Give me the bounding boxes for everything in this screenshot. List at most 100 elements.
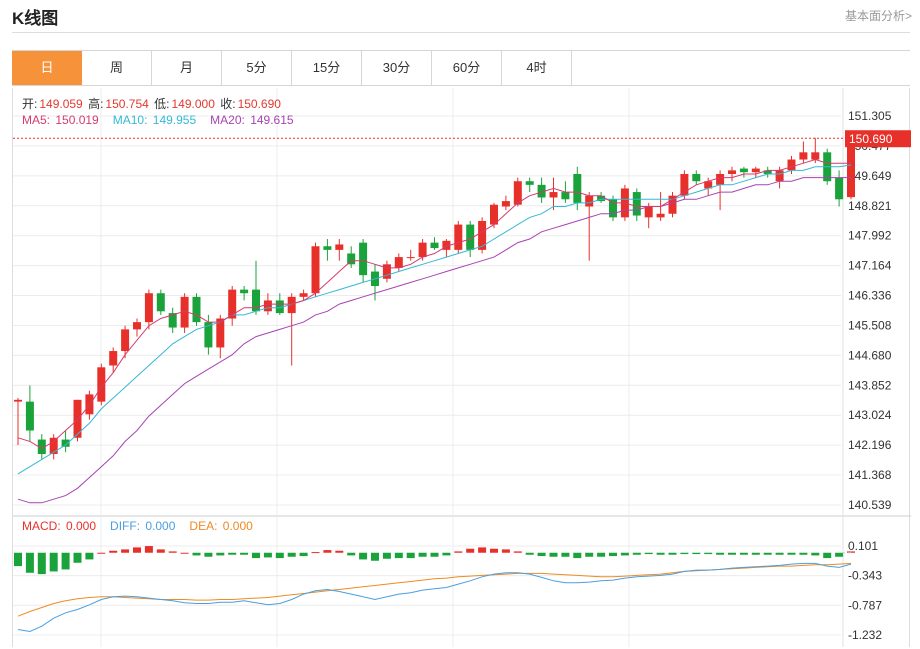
macd-bar (73, 552, 82, 563)
macd-bar (454, 551, 463, 553)
price-tick-label: 144.680 (848, 348, 892, 362)
macd-bar (121, 549, 130, 553)
candle-body (14, 399, 22, 402)
candle-body (382, 264, 391, 279)
price-tick-label: 140.539 (848, 498, 892, 512)
high-value: 150.754 (105, 97, 149, 111)
candle-body (704, 181, 713, 189)
macd-bar (382, 552, 391, 559)
candle-body (133, 322, 141, 330)
macd-bar (287, 552, 296, 557)
fundamental-analysis-link[interactable]: 基本面分析> (844, 9, 912, 23)
diff-line (17, 562, 852, 633)
tab-30min[interactable]: 30分 (362, 51, 432, 85)
dea-value: 0.000 (222, 519, 253, 533)
candle-body (192, 296, 201, 323)
price-tick-label: 148.821 (848, 199, 892, 213)
tab-15min[interactable]: 15分 (292, 51, 362, 85)
close-label: 收: (220, 97, 236, 111)
macd-bar (739, 552, 748, 555)
ma10-line (17, 164, 852, 475)
kline-chart[interactable]: 151.305150.477149.649148.821147.992147.1… (13, 88, 911, 647)
candle-body (49, 437, 58, 455)
candle-body (97, 367, 106, 402)
macd-bar (775, 552, 784, 555)
macd-bar (335, 550, 344, 553)
macd-bar (216, 552, 225, 556)
candle-body (406, 257, 415, 259)
macd-bar (728, 552, 736, 555)
macd-bar (228, 552, 237, 555)
candle-body (394, 257, 403, 268)
macd-legend: MACD: 0.000 DIFF: 0.000 DEA: 0.000 (22, 519, 257, 533)
tab-day[interactable]: 日 (12, 51, 82, 85)
macd-bar (359, 552, 368, 560)
candle-body (680, 173, 689, 196)
tab-60min[interactable]: 60分 (432, 51, 502, 85)
macd-histogram (14, 546, 855, 575)
macd-bar (430, 552, 439, 557)
macd-bar (799, 552, 808, 555)
price-tick-label: 146.336 (848, 289, 892, 303)
macd-bar (513, 551, 522, 553)
ma10-legend: MA10: 149.955 (113, 113, 198, 127)
candle-body (466, 224, 475, 250)
macd-bar (835, 552, 844, 557)
candle-body (216, 318, 225, 348)
candle-body (739, 168, 748, 173)
candle-body (597, 195, 606, 202)
open-label: 开: (22, 97, 38, 111)
candle-body (525, 181, 534, 185)
macd-bar (490, 548, 498, 553)
candle-body (716, 173, 725, 185)
macd-bar (466, 548, 475, 553)
candle-body (799, 152, 808, 160)
macd-bar (180, 552, 189, 554)
price-tick-label: 145.508 (848, 318, 892, 332)
candle-body (204, 322, 213, 348)
price-tick-label: 149.649 (848, 169, 892, 183)
candle-body (359, 242, 368, 276)
candle-body (180, 296, 189, 328)
macd-bar (644, 552, 653, 555)
candle-body (847, 138, 855, 198)
macd-bar (240, 552, 249, 555)
tab-4hour[interactable]: 4时 (502, 51, 572, 85)
macd-tick-label: -1.232 (848, 628, 882, 642)
macd-bar (133, 547, 141, 553)
macd-bar (704, 552, 713, 555)
tab-week[interactable]: 周 (82, 51, 152, 85)
candle-body (323, 246, 332, 250)
candle-body (501, 201, 510, 207)
macd-tick-label: 0.101 (848, 539, 878, 553)
candle-body (25, 401, 34, 431)
candle-body (121, 329, 130, 352)
page-title: K线图 (12, 9, 59, 28)
diff-legend-item: DIFF: 0.000 (110, 519, 177, 533)
tab-month[interactable]: 月 (152, 51, 222, 85)
macd-label: MACD: (22, 519, 64, 533)
price-tick-label: 147.164 (848, 259, 892, 273)
ma20-value: 149.615 (250, 113, 294, 127)
candle-body (252, 289, 260, 312)
macd-bar (49, 552, 58, 572)
ma5-label: MA5: (22, 113, 54, 127)
candle-body (275, 300, 284, 314)
macd-axis: 0.101 -0.343 -0.787 -1.232 (13, 539, 882, 642)
candle-body (418, 242, 427, 258)
open-value: 149.059 (39, 97, 83, 111)
candle-body (787, 159, 796, 171)
chart-frame[interactable]: 151.305150.477149.649148.821147.992147.1… (12, 88, 911, 647)
macd-bar (263, 552, 272, 558)
macd-bar (573, 552, 582, 559)
macd-bar (823, 552, 832, 559)
candle-body (656, 213, 665, 218)
ma10-value: 149.955 (152, 113, 197, 127)
candle-body (632, 192, 641, 216)
candle-body (561, 192, 570, 200)
macd-bar (37, 552, 46, 575)
ma5-value: 150.019 (55, 113, 99, 127)
macd-bar (168, 551, 177, 553)
macd-bar (680, 552, 689, 555)
tab-5min[interactable]: 5分 (222, 51, 292, 85)
